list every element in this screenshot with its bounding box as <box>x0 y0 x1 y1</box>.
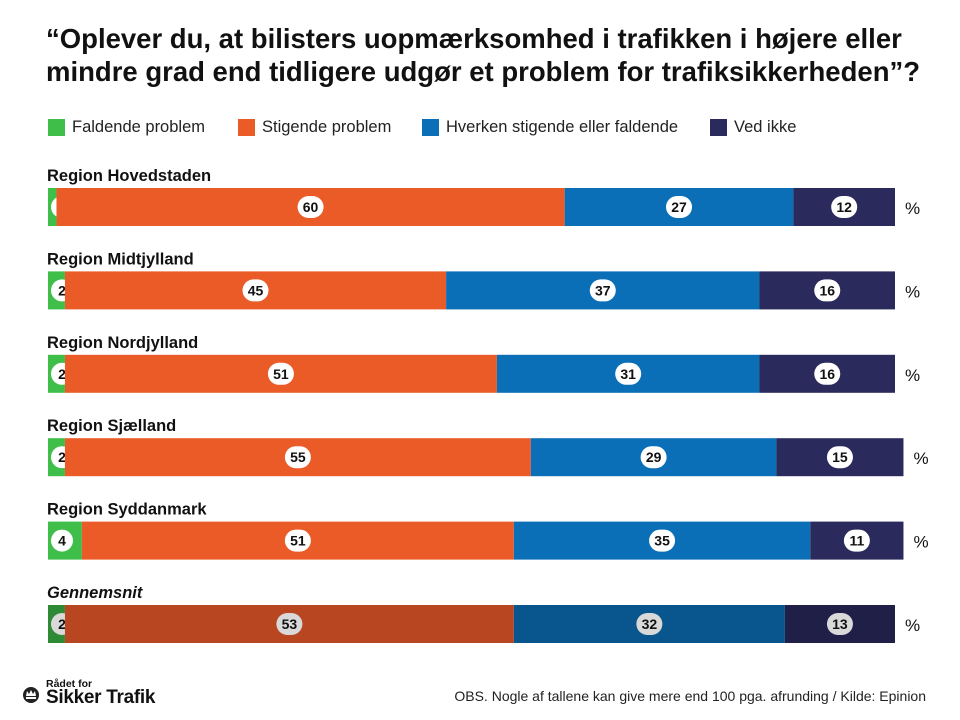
legend-label-stigende: Stigende problem <box>262 118 392 136</box>
data-label: 11 <box>849 533 864 549</box>
data-label: 16 <box>819 282 835 298</box>
crown-icon <box>23 687 39 703</box>
logo-line2: Sikker Trafik <box>46 687 156 708</box>
legend-label-hverken: Hverken stigende eller faldende <box>446 118 679 136</box>
value-badge <box>284 446 311 469</box>
percent-sign: % <box>905 366 920 385</box>
percent-sign: % <box>905 282 920 301</box>
percent-sign: % <box>905 616 920 635</box>
data-label: 45 <box>248 282 264 298</box>
legend-swatch-hverken <box>422 119 439 136</box>
value-badge <box>640 446 667 469</box>
value-badge <box>814 362 841 385</box>
data-label: 37 <box>595 282 611 298</box>
value-badge <box>51 529 73 552</box>
value-badge <box>615 362 642 385</box>
chart-title: “Oplever du, at bilisters uopmærksomhed … <box>46 23 921 87</box>
data-label: 29 <box>646 449 662 465</box>
bar-row-6: Gennemsnit 2 53 32 13% <box>47 584 920 643</box>
data-label: 32 <box>642 616 658 632</box>
data-label: 13 <box>832 616 848 632</box>
bar-row-4: Region Sjælland 2 55 29 15% <box>47 417 929 477</box>
category-label: Gennemsnit <box>47 584 144 602</box>
data-label: 51 <box>273 366 289 382</box>
value-badge <box>636 613 663 635</box>
data-label: 12 <box>836 199 852 215</box>
legend-label-vedikke: Ved ikke <box>734 118 797 136</box>
category-label: Region Midtjylland <box>47 250 194 268</box>
value-badge <box>843 529 870 552</box>
data-label: 35 <box>654 533 670 549</box>
data-label: 53 <box>282 616 298 632</box>
value-badge <box>666 196 693 218</box>
bar-row-1: Region Hovedstaden1602712% <box>47 167 920 226</box>
percent-sign: % <box>905 199 920 218</box>
data-label: 15 <box>832 449 848 465</box>
percent-sign: % <box>913 449 928 468</box>
bar-row-3: Region Nordjylland 2 51 31 16% <box>47 334 920 393</box>
percent-sign: % <box>913 533 928 552</box>
data-label: 31 <box>620 366 636 382</box>
data-label: 27 <box>671 199 687 215</box>
data-label: 2 <box>58 282 66 298</box>
legend-swatch-vedikke <box>710 119 727 136</box>
legend-swatch-faldende <box>48 119 65 136</box>
data-label: 2 <box>58 449 66 465</box>
data-label: 4 <box>58 533 66 549</box>
value-badge <box>297 196 324 218</box>
category-label: Region Syddanmark <box>47 501 207 519</box>
value-badge <box>826 446 853 469</box>
value-badge <box>831 196 858 218</box>
data-label: 2 <box>58 616 66 632</box>
bar-row-2: Region Midtjylland 2 45 37 16% <box>47 250 920 310</box>
value-badge <box>242 279 269 302</box>
footnote: OBS. Nogle af tallene kan give mere end … <box>454 688 926 704</box>
value-badge <box>589 279 616 302</box>
category-label: Region Nordjylland <box>47 334 198 352</box>
bar-row-5: Region Syddanmark 4 51 35 11% <box>47 501 929 560</box>
data-label: 2 <box>58 366 66 382</box>
value-badge <box>649 529 676 552</box>
data-label: 55 <box>290 449 306 465</box>
category-label: Region Sjælland <box>47 417 176 435</box>
legend-swatch-stigende <box>238 119 255 136</box>
value-badge <box>826 613 853 635</box>
value-badge <box>814 279 841 302</box>
category-label: Region Hovedstaden <box>47 167 211 185</box>
data-label: 60 <box>303 199 319 215</box>
logo: Rådet for Sikker Trafik <box>22 678 172 712</box>
value-badge <box>267 362 294 385</box>
data-label: 16 <box>819 366 835 382</box>
value-badge <box>284 529 311 552</box>
legend-label-faldende: Faldende problem <box>72 118 205 136</box>
data-label: 51 <box>290 533 306 549</box>
logo-line1: Rådet for <box>46 678 93 690</box>
value-badge <box>276 613 303 635</box>
